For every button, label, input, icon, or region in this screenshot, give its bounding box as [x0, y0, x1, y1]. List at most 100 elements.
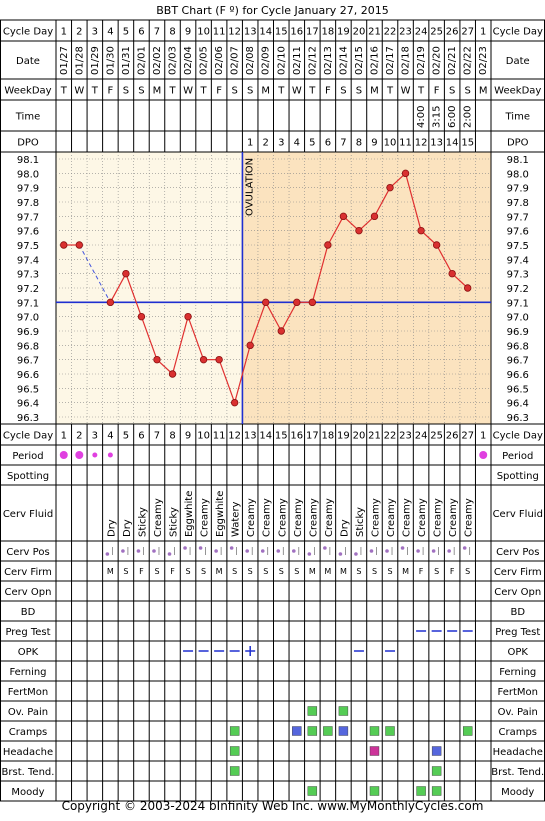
cycle-day-value: 17 [306, 27, 319, 38]
header-label-date-right: Date [506, 56, 530, 67]
row-label-right: Headache [493, 747, 543, 758]
cycle-day-value: 24 [415, 27, 428, 38]
row-label-right: Period [502, 451, 533, 462]
symptom-mark [369, 726, 380, 736]
cervix-position-dot [447, 549, 451, 553]
cervical-fluid-value: Eggwhite [215, 491, 226, 537]
date-value: 02/22 [463, 46, 474, 75]
cervix-position-dot [400, 546, 405, 550]
cervix-firmness-value: F [139, 567, 144, 576]
y-tick-label: 96.9 [507, 327, 529, 338]
weekday-value: T [60, 86, 68, 97]
symptom-mark [307, 726, 318, 736]
cervix-firmness-value: S [372, 567, 377, 576]
cervix-position-dot [369, 549, 374, 553]
symptom-mark [338, 706, 349, 716]
cycle-day-value: 4 [107, 431, 113, 442]
cervix-firmness-value: S [232, 567, 237, 576]
date-value: 02/17 [385, 46, 396, 75]
temp-point [417, 226, 425, 235]
dpo-value: 3 [278, 138, 284, 149]
weekday-value: F [325, 86, 331, 97]
weekday-value: S [356, 86, 362, 97]
row-label-left: Cerv Pos [6, 547, 49, 558]
period-dot [479, 451, 488, 459]
temp-segment [218, 359, 236, 403]
cycle-day-value: 19 [337, 27, 350, 38]
cycle-day-value: 9 [185, 431, 191, 442]
cycle-day-value: 6 [138, 431, 144, 442]
y-tick-label: 97.6 [17, 227, 39, 238]
cycle-day-value: 5 [123, 431, 129, 442]
y-tick-label: 97.0 [507, 313, 529, 324]
temp-point [355, 226, 363, 235]
cycle-day-value: 26 [446, 431, 459, 442]
temp-segment [109, 273, 127, 303]
temp-segment [436, 244, 453, 274]
time-value: 4:00 [416, 106, 427, 128]
cervix-firmness-value: S [201, 567, 206, 576]
cycle-day-value: 22 [384, 431, 397, 442]
row-label-left: Ferning [9, 667, 46, 678]
cervix-position-dot [260, 549, 265, 553]
weekday-value: T [417, 86, 425, 97]
weekday-value: S [123, 86, 129, 97]
cycle-day-value: 16 [290, 27, 303, 38]
temp-point [137, 312, 146, 321]
cervical-fluid-value: Sticky [169, 507, 180, 537]
temp-point [277, 327, 285, 335]
row-label-left: Cerv Firm [4, 567, 52, 578]
date-value: 02/13 [323, 46, 334, 75]
header-label-time-left: Time [15, 112, 40, 123]
weekday-value: T [308, 86, 316, 97]
cycle-day-value: 18 [322, 431, 335, 442]
row-label-right: Ov. Pain [498, 707, 538, 718]
cycle-day-value: 21 [368, 27, 381, 38]
header-label-cycle-bottom-left: Cycle Day [3, 431, 53, 442]
symptom-mark [431, 786, 442, 796]
cycle-day-value: 13 [244, 431, 257, 442]
date-value: 02/21 [447, 46, 458, 75]
y-tick-label: 97.7 [507, 212, 529, 223]
temp-point [184, 312, 192, 321]
dpo-value: 6 [325, 138, 331, 149]
cervix-position-dot [338, 552, 343, 556]
weekday-value: T [386, 86, 394, 97]
temp-segment [171, 316, 189, 375]
symptom-mark [369, 746, 380, 756]
temp-segment [234, 345, 251, 403]
temp-point [75, 241, 84, 249]
date-value: 02/09 [261, 46, 272, 75]
cervix-firmness-value: F [450, 567, 455, 576]
weekday-value: M [370, 86, 379, 97]
date-value: 01/31 [121, 46, 132, 75]
y-tick-label: 97.3 [17, 270, 39, 281]
temp-gap-dashed [78, 244, 111, 303]
row-label-left: Ov. Pain [8, 707, 48, 718]
weekday-value: F [216, 86, 222, 97]
dpo-value: 14 [446, 138, 459, 149]
temp-segment [187, 316, 205, 360]
weekday-value: T [200, 86, 208, 97]
weekday-value: M [261, 86, 270, 97]
temp-point [106, 298, 115, 307]
symptom-mark [323, 726, 333, 736]
y-tick-label: 97.6 [507, 227, 529, 238]
weekday-value: T [168, 86, 176, 97]
row-label-left: Cerv Fluid [3, 509, 53, 520]
cervix-position-dot [214, 549, 218, 553]
temp-segment [404, 173, 422, 231]
cervix-position-dot [431, 549, 436, 553]
cervix-position-dot [276, 549, 281, 553]
date-value: 02/18 [401, 46, 412, 75]
cycle-day-value: 4 [107, 27, 113, 38]
cervical-fluid-value: Creamy [246, 498, 257, 537]
cycle-day-value: 3 [92, 431, 98, 442]
cervix-firmness-value: S [186, 567, 191, 576]
cervix-position-dot [229, 546, 234, 550]
y-tick-label: 96.3 [507, 413, 529, 424]
temp-point [370, 212, 379, 221]
temp-point [339, 212, 348, 221]
cycle-day-value: 25 [430, 27, 443, 38]
time-value: 6:00 [447, 106, 458, 128]
